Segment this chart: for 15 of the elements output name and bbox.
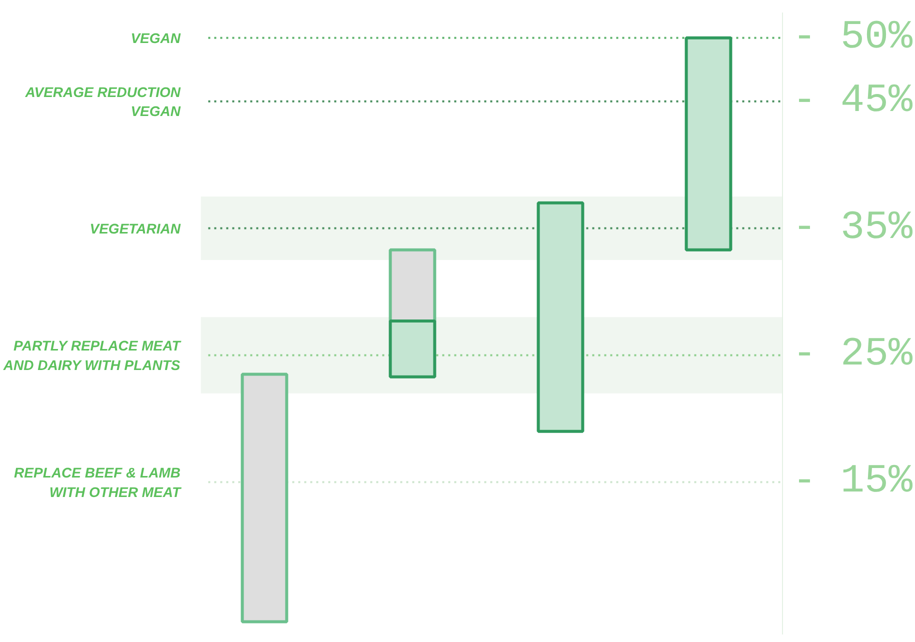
bar bbox=[684, 36, 732, 252]
ref-line-label: VEGAN bbox=[130, 30, 182, 46]
y-tick-label: - 35% bbox=[792, 206, 914, 251]
y-tick-label: - 50% bbox=[792, 15, 914, 60]
ref-line-label: PARTLY REPLACE MEAT AND DAIRY WITH PLANTS bbox=[2, 338, 182, 373]
bar bbox=[240, 372, 288, 624]
bar bbox=[388, 319, 436, 378]
y-tick-label: - 15% bbox=[792, 460, 914, 505]
ref-line-label: AVERAGE REDUCTION VEGAN bbox=[24, 84, 182, 119]
y-tick-label: - 25% bbox=[792, 332, 914, 378]
y-tick-label: - 45% bbox=[792, 78, 914, 124]
bar bbox=[536, 201, 584, 433]
bar bbox=[388, 248, 436, 322]
ref-line-label: REPLACE BEEF & LAMB WITH OTHER MEAT bbox=[14, 464, 182, 500]
ref-line-label: VEGETARIAN bbox=[90, 220, 182, 236]
